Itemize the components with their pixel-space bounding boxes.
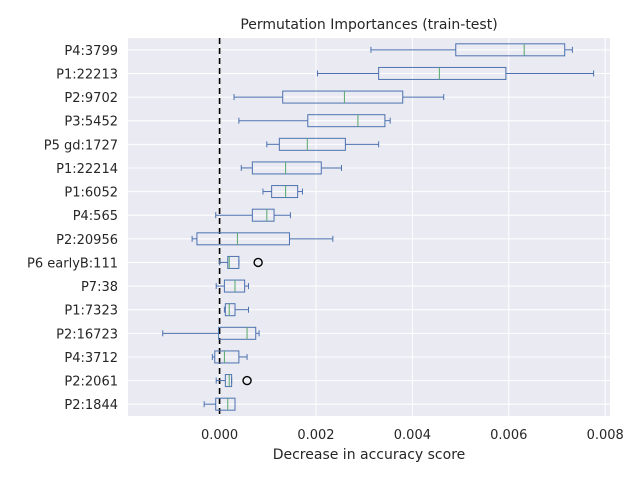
box-iqr <box>214 350 240 364</box>
y-tick-label: P3:5452 <box>64 115 118 130</box>
y-tick-label: P2:2061 <box>64 375 118 390</box>
box-p1-22213 <box>316 66 595 80</box>
box-iqr <box>307 114 386 128</box>
y-tick-label: P2:1844 <box>64 398 118 413</box>
box-p3-5452 <box>238 114 391 128</box>
box-p2-1844 <box>203 397 236 411</box>
box-p2-20956 <box>191 232 334 246</box>
plot-area <box>128 38 610 416</box>
y-tick-label: P4:3799 <box>64 44 118 59</box>
y-tick-label: P5 gd:1727 <box>44 138 118 153</box>
box-iqr <box>227 255 240 269</box>
y-tick-label: P6 earlyB:111 <box>27 256 118 271</box>
y-tick-label: P1:22213 <box>56 67 118 82</box>
outlier-point <box>253 257 263 268</box>
x-axis-label: Decrease in accuracy score <box>273 447 466 463</box>
box-iqr <box>271 185 299 199</box>
x-tick-labels: 0.000 0.002 0.004 0.006 0.008 <box>201 428 624 443</box>
y-tick-label: P7:38 <box>81 280 118 295</box>
box-p5-gd-1727 <box>266 137 380 151</box>
grid-lines <box>128 38 610 416</box>
y-tick-label: P1:22214 <box>56 162 118 177</box>
x-tick-label: 0.002 <box>297 428 334 443</box>
box-p2-2061 <box>215 374 252 388</box>
box-iqr <box>278 137 346 151</box>
box-iqr <box>455 43 566 57</box>
box-p4-565 <box>215 208 291 222</box>
box-p1-22214 <box>240 161 343 175</box>
box-p4-3712 <box>211 350 248 364</box>
y-tick-label: P2:20956 <box>56 233 118 248</box>
box-iqr <box>378 66 507 80</box>
box-iqr <box>251 208 275 222</box>
box-p1-7323 <box>223 303 249 317</box>
box-iqr <box>224 374 233 388</box>
outlier-point <box>242 375 252 386</box>
y-tick-label: P1:7323 <box>64 304 118 319</box>
box-p6-earlyb-111 <box>219 255 263 269</box>
x-tick-label: 0.000 <box>201 428 238 443</box>
box-series <box>162 43 595 411</box>
x-tick-label: 0.006 <box>490 428 527 443</box>
box-p7-38 <box>215 279 249 293</box>
box-iqr <box>224 303 236 317</box>
y-tick-label: P1:6052 <box>64 186 118 201</box>
box-p2-16723 <box>162 326 260 340</box>
box-iqr <box>251 161 322 175</box>
y-tick-labels: P4:3799 P1:22213 P2:9702 P3:5452 P5 gd:1727 P… <box>27 44 118 413</box>
y-tick-label: P2:9702 <box>64 91 118 106</box>
box-iqr <box>196 232 290 246</box>
y-tick-label: P4:565 <box>73 209 118 224</box>
box-iqr <box>218 326 257 340</box>
box-p1-6052 <box>262 185 303 199</box>
y-tick-label: P4:3712 <box>64 351 118 366</box>
x-tick-label: 0.004 <box>394 428 431 443</box>
box-iqr <box>215 397 236 411</box>
chart-title: Permutation Importances (train-test) <box>240 17 497 33</box>
box-p4-3799 <box>370 43 573 57</box>
y-tick-label: P2:16723 <box>56 327 118 342</box>
box-p2-9702 <box>233 90 445 104</box>
box-iqr <box>282 90 404 104</box>
x-tick-label: 0.008 <box>587 428 624 443</box>
